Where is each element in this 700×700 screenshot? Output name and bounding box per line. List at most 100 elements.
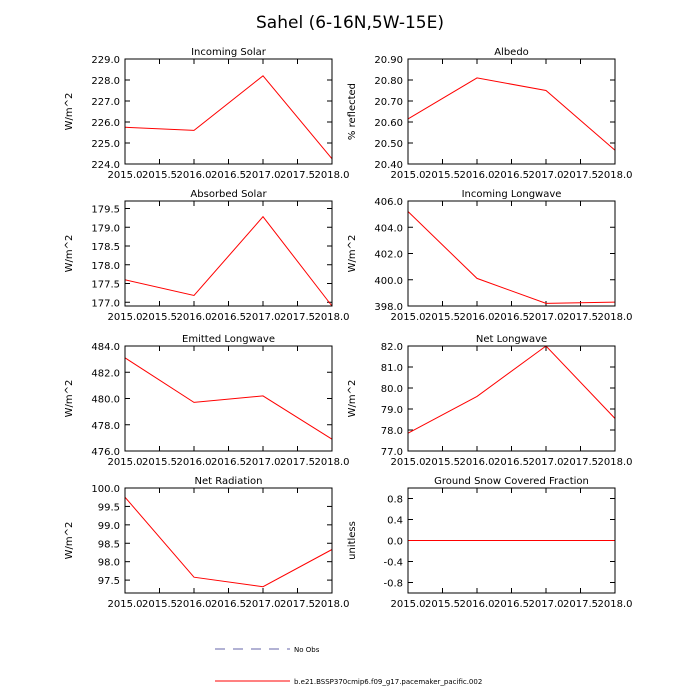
x-tick-label: 2017.5 (280, 170, 315, 181)
y-tick-label: 229.0 (91, 55, 120, 66)
x-tick-label: 2015.5 (142, 457, 177, 468)
panel-incoming-longwave: Incoming Longwave 398.0 400.0 402.0 404.0 406… (347, 189, 633, 323)
data-point (262, 216, 264, 218)
y-tick-label: 224.0 (91, 160, 120, 171)
y-tick-label: 406.0 (374, 197, 403, 208)
x-tick-label: 2015.0 (391, 312, 426, 323)
x-tick-label: 2015.5 (142, 599, 177, 610)
x-tick-label: 2016.5 (211, 599, 246, 610)
data-point (476, 277, 478, 279)
x-tick-label: 2016.5 (494, 457, 529, 468)
x-tick-label: 2015.5 (425, 312, 460, 323)
panel-net-radiation: Net Radiation 97.5 98.0 98.5 99.0 99.5 100.0 20… (64, 476, 350, 610)
y-tick-label: 179.5 (91, 205, 120, 216)
panel-title: Ground Snow Covered Fraction (434, 476, 589, 487)
y-axis-label: W/m^2 (347, 235, 358, 273)
x-tick-label: 2018.0 (598, 170, 633, 181)
x-tick-label: 2016.0 (460, 312, 495, 323)
x-tick-label: 2015.0 (108, 170, 143, 181)
x-tick-label: 2017.5 (563, 457, 598, 468)
y-tick-label: 178.5 (91, 242, 120, 253)
x-tick-label: 2017.5 (280, 312, 315, 323)
series-line (407, 211, 616, 304)
data-point (476, 77, 478, 79)
plot-frame (124, 200, 333, 307)
panel-absorbed-solar: Absorbed Solar 177.0 177.5 178.0 178.5 179.0 1… (64, 189, 350, 323)
panel-ground-snow-covered-fraction: Ground Snow Covered Fraction -0.8 -0.4 0.0 0… (347, 476, 633, 610)
x-tick-label: 2015.0 (391, 170, 426, 181)
x-tick-label: 2015.0 (391, 457, 426, 468)
legend-obs-label: No Obs (294, 646, 320, 654)
y-tick-label: 20.60 (374, 118, 403, 129)
series-line (407, 77, 616, 151)
x-tick-label: 2015.5 (425, 170, 460, 181)
y-axis-label: % reflected (347, 83, 358, 140)
y-tick-label: 100.0 (91, 484, 120, 495)
y-axis-label: unitless (347, 521, 358, 560)
x-tick-label: 2015.0 (108, 457, 143, 468)
y-tick-label: 0.8 (387, 495, 403, 506)
data-point (545, 302, 547, 304)
x-tick-label: 2015.0 (391, 599, 426, 610)
x-tick-label: 2016.0 (460, 599, 495, 610)
x-tick-label: 2017.0 (529, 170, 564, 181)
panel-incoming-solar: Incoming Solar 224.0 225.0 226.0 227.0 228.0 2… (64, 47, 350, 181)
data-point (193, 294, 195, 296)
y-tick-label: 0.0 (387, 537, 403, 548)
x-tick-label: 2015.0 (108, 312, 143, 323)
series-line (124, 357, 333, 440)
data-point (262, 395, 264, 397)
x-tick-label: 2018.0 (315, 312, 350, 323)
x-tick-label: 2016.5 (211, 170, 246, 181)
panel-title: Emitted Longwave (182, 334, 275, 345)
y-tick-label: 179.0 (91, 223, 120, 234)
y-tick-label: 177.5 (91, 280, 120, 291)
x-tick-label: 2015.5 (142, 312, 177, 323)
y-tick-label: 99.5 (98, 502, 120, 513)
panel-net-longwave: Net Longwave 77.0 78.0 79.0 80.0 81.0 82.0 2015… (347, 334, 633, 468)
series-line (407, 345, 616, 434)
x-tick-label: 2017.0 (246, 170, 281, 181)
y-tick-label: 79.0 (381, 405, 403, 416)
plot-frame (407, 345, 616, 452)
y-tick-label: 398.0 (374, 302, 403, 313)
x-tick-label: 2017.5 (563, 599, 598, 610)
y-tick-label: 225.0 (91, 139, 120, 150)
data-point (476, 395, 478, 397)
y-axis-label: W/m^2 (64, 380, 75, 418)
y-axis-label: W/m^2 (347, 380, 358, 418)
x-tick-label: 2016.0 (460, 457, 495, 468)
x-tick-label: 2015.5 (425, 599, 460, 610)
x-tick-label: 2018.0 (315, 599, 350, 610)
x-tick-label: 2017.0 (529, 457, 564, 468)
x-tick-label: 2016.5 (494, 170, 529, 181)
x-tick-label: 2018.0 (315, 170, 350, 181)
y-tick-label: 227.0 (91, 97, 120, 108)
y-tick-label: 77.0 (381, 447, 403, 458)
data-point (193, 401, 195, 403)
data-point (545, 89, 547, 91)
y-tick-label: 97.5 (98, 576, 120, 587)
y-tick-label: 20.70 (374, 97, 403, 108)
x-tick-label: 2017.0 (529, 599, 564, 610)
data-point (193, 576, 195, 578)
y-tick-label: 20.90 (374, 55, 403, 66)
x-tick-label: 2015.5 (142, 170, 177, 181)
y-tick-label: 78.0 (381, 426, 403, 437)
y-tick-label: 98.0 (98, 558, 120, 569)
y-tick-label: 98.5 (98, 539, 120, 550)
legend: No Obs b.e21.BSSP370cmip6.f09_g17.pacema… (215, 646, 482, 686)
x-tick-label: 2018.0 (598, 312, 633, 323)
series-line (124, 75, 333, 160)
y-tick-label: 80.0 (381, 384, 403, 395)
x-tick-label: 2017.5 (563, 170, 598, 181)
x-tick-label: 2017.0 (246, 599, 281, 610)
y-tick-label: 99.0 (98, 521, 120, 532)
x-tick-label: 2017.0 (246, 312, 281, 323)
panel-title: Incoming Longwave (462, 189, 562, 200)
y-tick-label: 20.40 (374, 160, 403, 171)
x-tick-label: 2015.0 (108, 599, 143, 610)
figure-title: Sahel (6-16N,5W-15E) (256, 13, 444, 33)
y-tick-label: 0.4 (387, 516, 403, 527)
x-tick-label: 2017.0 (529, 312, 564, 323)
